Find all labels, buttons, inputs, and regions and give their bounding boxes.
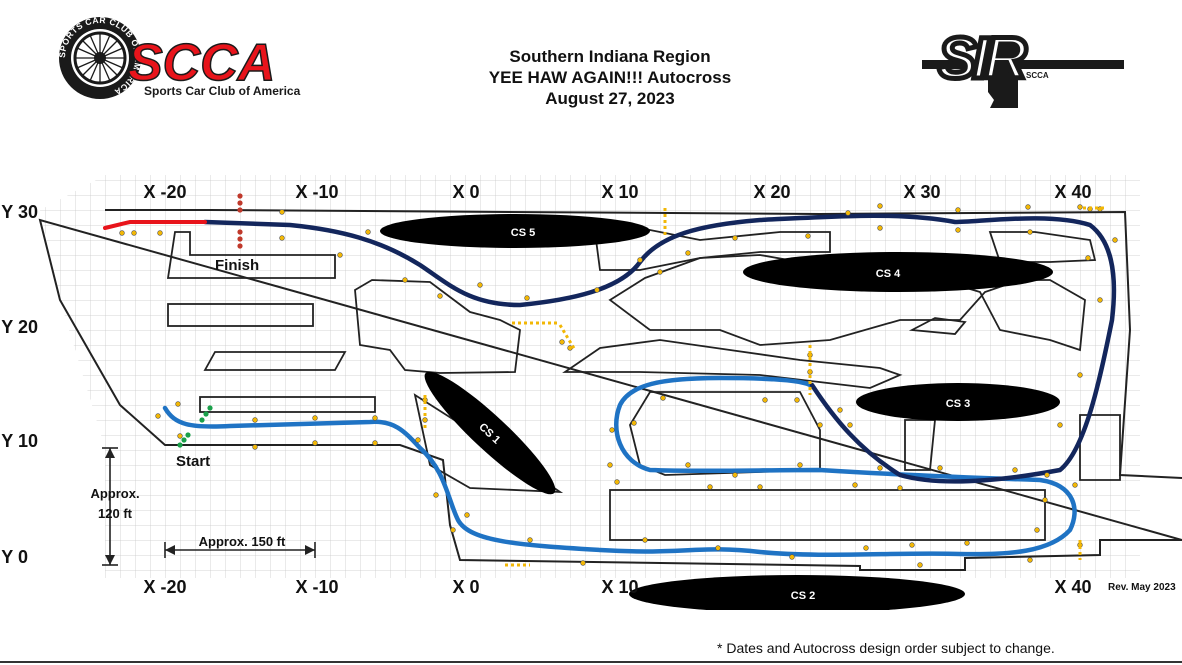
sir-logo: SIR SCCA bbox=[922, 26, 1124, 108]
dimension-arrow-up bbox=[105, 448, 115, 458]
cs5-label: CS 5 bbox=[511, 227, 535, 239]
x-axis-top-minus10: X -10 bbox=[295, 182, 338, 202]
x-axis-top-0: X 0 bbox=[452, 182, 479, 202]
x-axis-top-30: X 30 bbox=[903, 182, 940, 202]
y-axis-20: Y 20 bbox=[1, 317, 38, 337]
course-section-5 bbox=[380, 214, 650, 248]
course-section-4 bbox=[743, 252, 1053, 292]
cone-rows bbox=[423, 206, 1105, 567]
dimension-arrow-down bbox=[105, 555, 115, 565]
cones bbox=[119, 203, 1118, 568]
course-path-first-half bbox=[162, 375, 1077, 557]
scca-logo: SPORTS CAR CLUB OF AMERICA SCCA Sports C… bbox=[57, 15, 301, 99]
event-header: Southern Indiana Region YEE HAW AGAIN!!!… bbox=[430, 46, 790, 109]
dimension-arrow-right bbox=[305, 545, 315, 555]
approx-height-label-line1: Approx. bbox=[90, 486, 139, 501]
finish-label: Finish bbox=[215, 257, 259, 274]
finish-segment bbox=[103, 220, 207, 230]
x-axis-top-40: X 40 bbox=[1054, 182, 1091, 202]
approx-height-label-line2: 120 ft bbox=[98, 506, 133, 521]
dimension-arrow-left bbox=[165, 545, 175, 555]
cs2-label: CS 2 bbox=[791, 590, 815, 602]
sir-letters: SIR bbox=[938, 26, 1027, 91]
start-markers bbox=[177, 405, 213, 448]
y-axis-10: Y 10 bbox=[1, 431, 38, 451]
x-axis-top-20: X 20 bbox=[753, 182, 790, 202]
course-map: CS 5 CS 4 CS 3 CS 1 CS 2 bbox=[1, 175, 1182, 610]
y-axis-30: Y 30 bbox=[1, 202, 38, 222]
x-axis-bottom-0: X 0 bbox=[452, 577, 479, 597]
cs3-label: CS 3 bbox=[946, 398, 970, 410]
x-axis-bottom-10: X 10 bbox=[601, 577, 638, 597]
x-axis-bottom-minus10: X -10 bbox=[295, 577, 338, 597]
x-axis-bottom-minus20: X -20 bbox=[143, 577, 186, 597]
sir-small-text: SCCA bbox=[1026, 71, 1049, 80]
course-path-second-half bbox=[202, 213, 1117, 484]
event-name: YEE HAW AGAIN!!! Autocross bbox=[488, 68, 732, 87]
revision-label: Rev. May 2023 bbox=[1108, 582, 1176, 593]
finish-markers bbox=[237, 193, 243, 249]
x-axis-bottom-40: X 40 bbox=[1054, 577, 1091, 597]
x-axis-top-10: X 10 bbox=[601, 182, 638, 202]
start-label: Start bbox=[176, 453, 210, 470]
y-axis-0: Y 0 bbox=[1, 547, 28, 567]
cs4-label: CS 4 bbox=[876, 268, 901, 280]
scca-tagline: Sports Car Club of America bbox=[144, 84, 301, 98]
lot-islands bbox=[166, 227, 1121, 541]
course-section-3 bbox=[856, 383, 1060, 421]
bottom-rule bbox=[0, 661, 1182, 663]
approx-width-label: Approx. 150 ft bbox=[199, 534, 286, 549]
footnote: * Dates and Autocross design order subje… bbox=[717, 640, 1055, 656]
dimension-lines bbox=[102, 447, 316, 566]
event-date: August 27, 2023 bbox=[545, 89, 675, 108]
x-axis-top-minus20: X -20 bbox=[143, 182, 186, 202]
course-section-1 bbox=[424, 371, 556, 495]
region-name: Southern Indiana Region bbox=[509, 47, 711, 66]
scca-wordmark: SCCA bbox=[128, 34, 275, 92]
course-section-2 bbox=[629, 575, 965, 610]
